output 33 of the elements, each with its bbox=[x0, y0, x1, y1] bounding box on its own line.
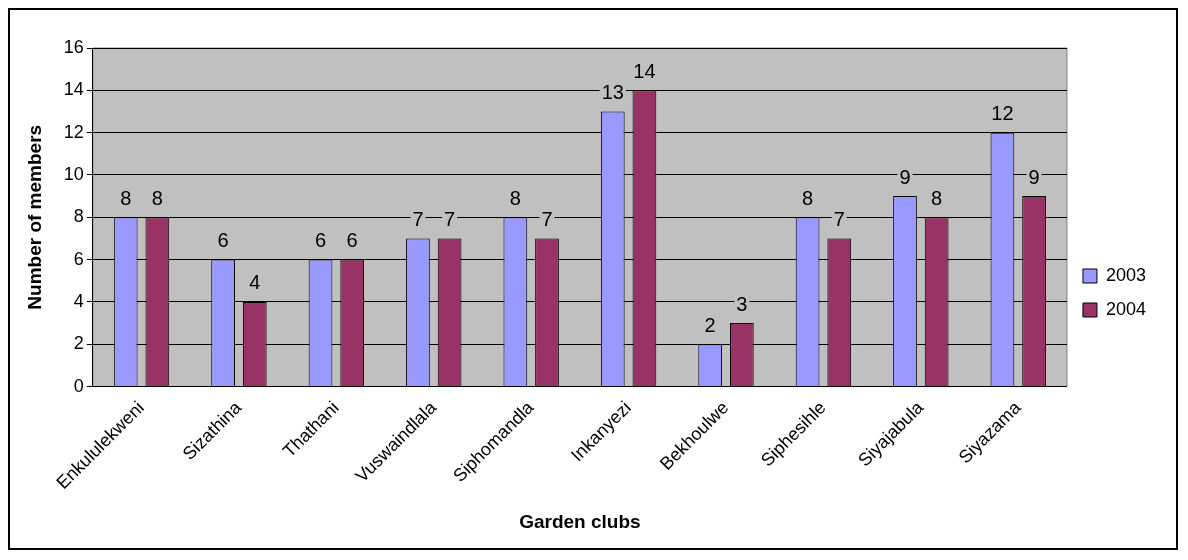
data-label: 6 bbox=[314, 229, 327, 252]
legend-label: 2003 bbox=[1105, 264, 1146, 285]
data-label: 14 bbox=[633, 59, 656, 82]
data-label: 12 bbox=[991, 102, 1014, 125]
data-label: 9 bbox=[1028, 165, 1040, 188]
data-label: 8 bbox=[120, 186, 132, 209]
data-label: 8 bbox=[509, 186, 521, 209]
legend-label: 2004 bbox=[1105, 298, 1146, 319]
data-label: 13 bbox=[601, 81, 624, 103]
data-label: 6 bbox=[217, 229, 229, 252]
data-label: 8 bbox=[802, 186, 814, 209]
data-label: 7 bbox=[412, 207, 424, 230]
data-label: 9 bbox=[899, 165, 911, 188]
y-tick-label: 0 bbox=[73, 375, 84, 396]
data-label: 7 bbox=[833, 207, 845, 230]
data-label: 7 bbox=[444, 207, 456, 230]
y-tick-label: 16 bbox=[63, 36, 84, 57]
y-tick-label: 4 bbox=[73, 290, 84, 311]
data-label: 6 bbox=[346, 229, 358, 252]
data-label: 2 bbox=[704, 313, 716, 336]
data-label: 8 bbox=[931, 186, 943, 209]
y-tick-label: 14 bbox=[63, 79, 84, 100]
y-tick-label: 10 bbox=[63, 163, 84, 184]
y-tick-label: 12 bbox=[63, 121, 84, 142]
y-tick-label: 2 bbox=[73, 333, 84, 354]
data-label: 7 bbox=[541, 207, 553, 230]
y-tick-label: 6 bbox=[73, 248, 84, 269]
y-axis-title: Number of members bbox=[23, 124, 45, 310]
data-label: 4 bbox=[249, 271, 261, 294]
y-tick-label: 8 bbox=[73, 206, 84, 227]
x-axis-title: Garden clubs bbox=[519, 510, 641, 532]
data-label: 3 bbox=[736, 292, 748, 315]
data-label: 8 bbox=[151, 186, 163, 209]
